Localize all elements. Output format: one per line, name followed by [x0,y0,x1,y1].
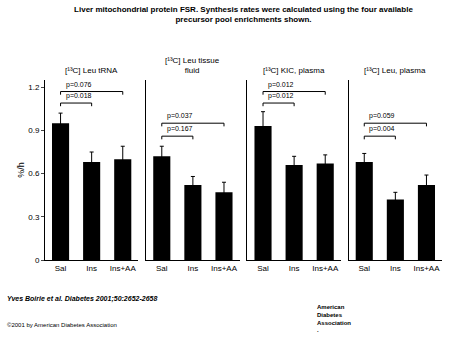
svg-text:p=0.018: p=0.018 [66,92,92,100]
svg-text:p=0.012: p=0.012 [268,92,294,100]
svg-text:Ins: Ins [390,264,401,273]
svg-text:Yves Boirie et al. Diabetes 20: Yves Boirie et al. Diabetes 2001;50:2652… [7,295,157,303]
svg-text:Sal: Sal [257,264,269,273]
svg-text:0: 0 [35,256,40,265]
svg-text:1.2: 1.2 [28,83,40,92]
svg-text:Sal: Sal [156,264,168,273]
svg-text:Ins+AA: Ins+AA [211,264,238,273]
svg-text:Sal: Sal [55,264,67,273]
svg-text:%/h: %/h [16,162,26,178]
svg-text:Ins: Ins [289,264,300,273]
svg-text:Ins: Ins [86,264,97,273]
svg-text:0.6: 0.6 [28,169,40,178]
svg-text:Liver mitochondrial protein FS: Liver mitochondrial protein FSR. Synthes… [74,5,413,24]
svg-text:Ins+AA: Ins+AA [413,264,440,273]
svg-text:0.9: 0.9 [28,126,40,135]
svg-text:Sal: Sal [358,264,370,273]
svg-text:Ins: Ins [188,264,199,273]
svg-text:AmericanDiabetesAssociation.: AmericanDiabetesAssociation. [317,304,351,333]
svg-text:p=0.004: p=0.004 [369,125,395,133]
svg-text:p=0.059: p=0.059 [369,112,395,120]
svg-text:p=0.076: p=0.076 [66,81,92,89]
svg-text:©2001 by American Diabetes Ass: ©2001 by American Diabetes Association [7,322,117,328]
svg-text:Ins+AA: Ins+AA [312,264,339,273]
svg-text:[¹³C] Leu tRNA: [¹³C] Leu tRNA [65,66,118,75]
svg-text:p=0.167: p=0.167 [167,125,193,133]
svg-text:[¹³C] Leu tissuefluid: [¹³C] Leu tissuefluid [165,56,220,75]
svg-text:Ins+AA: Ins+AA [110,264,137,273]
svg-text:[¹³C] KIC, plasma: [¹³C] KIC, plasma [263,66,325,75]
svg-text:0.3: 0.3 [28,213,40,222]
svg-text:[¹³C] Leu, plasma: [¹³C] Leu, plasma [364,66,426,75]
svg-text:p=0.012: p=0.012 [268,81,294,89]
svg-text:p=0.037: p=0.037 [167,112,193,120]
